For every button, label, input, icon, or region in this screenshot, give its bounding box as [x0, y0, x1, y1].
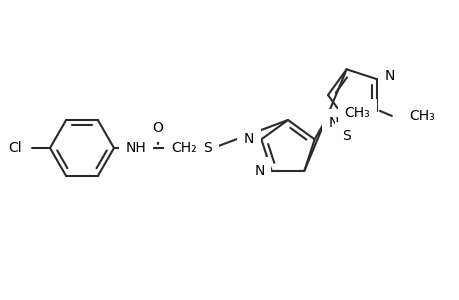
Text: N: N [384, 69, 394, 83]
Text: O: O [152, 121, 163, 135]
Text: S: S [341, 129, 350, 143]
Text: CH₂: CH₂ [171, 141, 196, 155]
Text: N: N [254, 164, 264, 178]
Text: Cl: Cl [8, 141, 22, 155]
Text: S: S [203, 141, 212, 155]
Text: N: N [243, 132, 254, 146]
Text: CH₃: CH₃ [408, 109, 434, 123]
Text: CH₃: CH₃ [344, 106, 369, 120]
Text: NH: NH [125, 141, 146, 155]
Text: N: N [328, 116, 338, 130]
